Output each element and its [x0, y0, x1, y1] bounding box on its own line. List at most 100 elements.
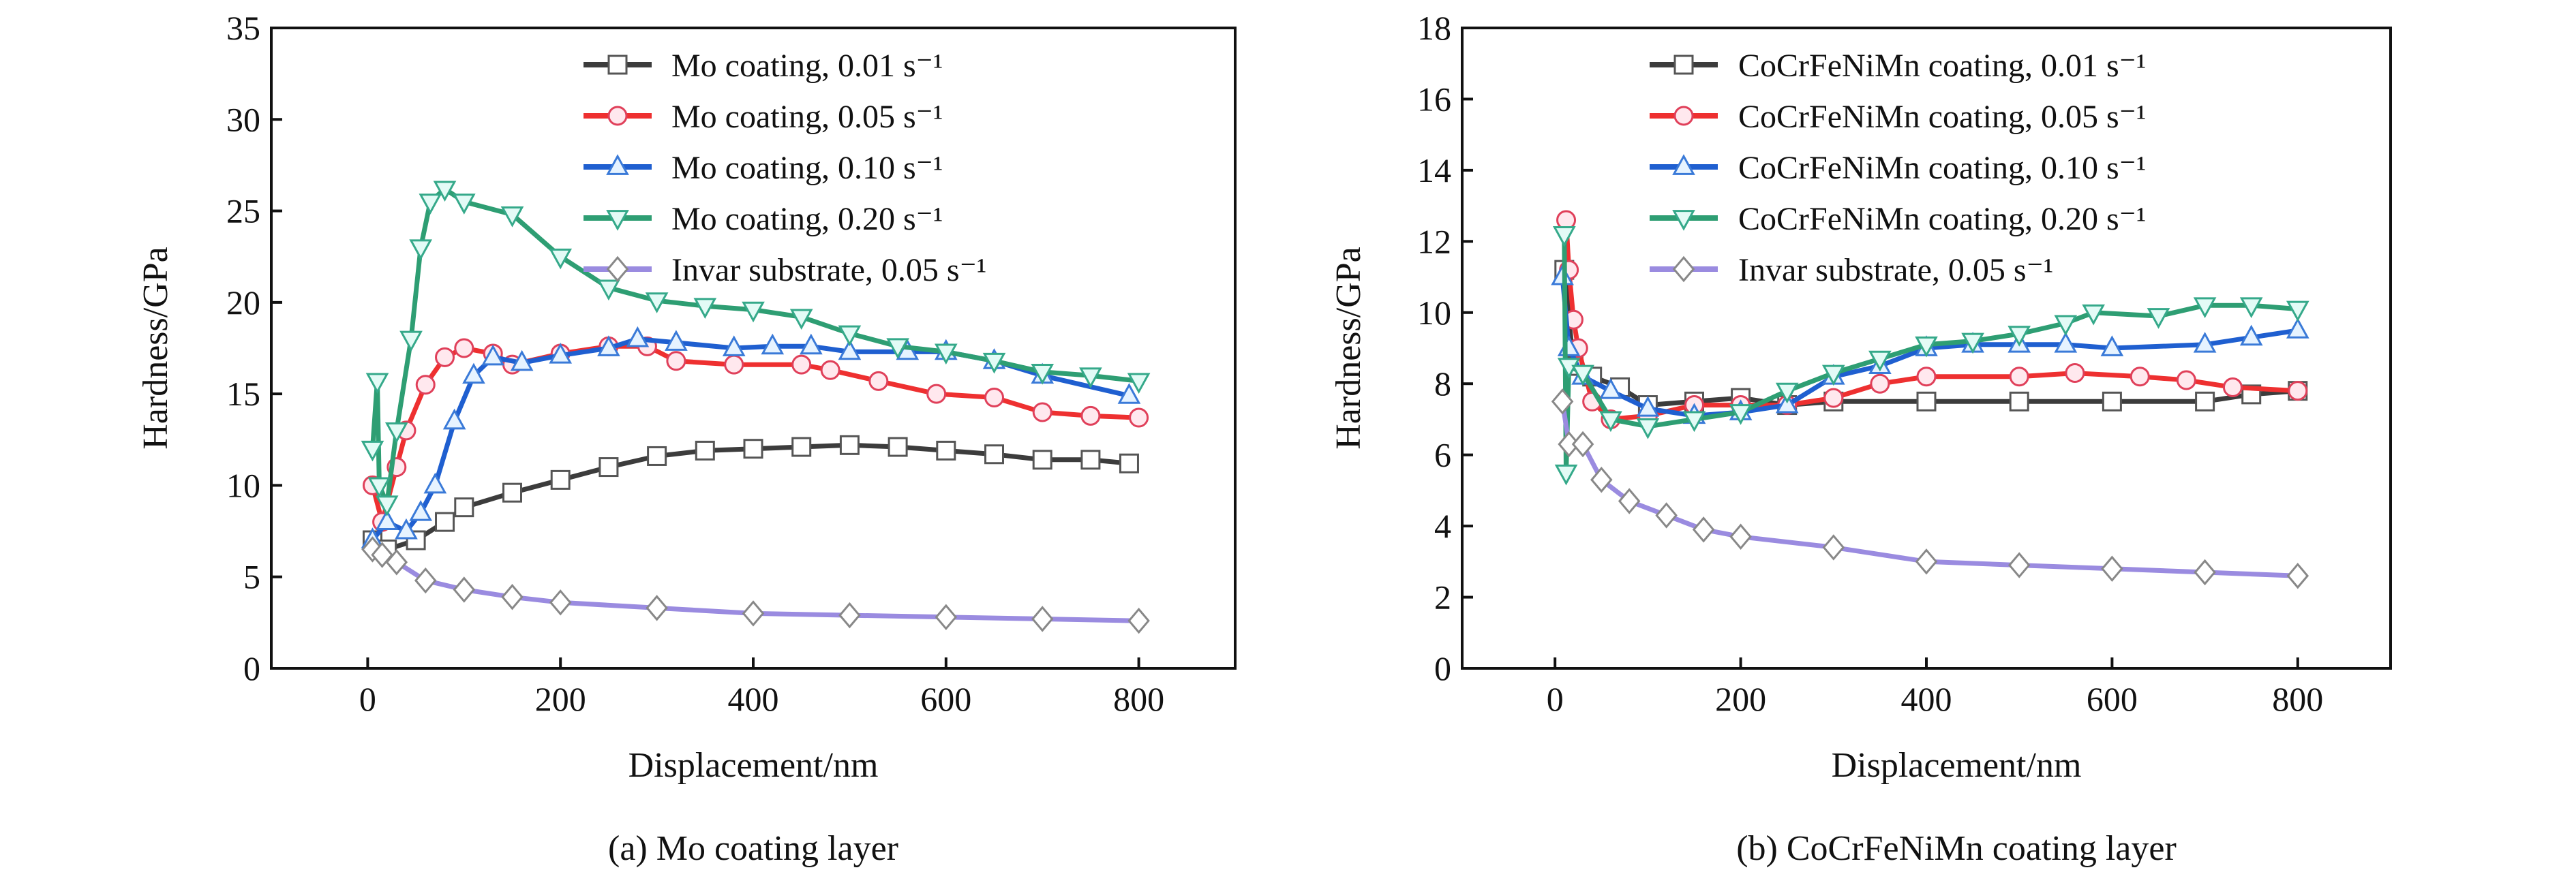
triangle-up-marker: [409, 500, 433, 521]
triangle-up-marker: [1599, 377, 1622, 399]
triangle-down-marker: [2286, 300, 2309, 322]
x-axis-label: Displacement/nm: [628, 746, 879, 785]
circle-marker: [1870, 373, 1890, 394]
diamond-marker: [1127, 607, 1150, 634]
y-tick-label: 2: [1434, 578, 1451, 617]
triangle-down-marker: [1729, 404, 1753, 425]
triangle-up-marker: [722, 335, 746, 356]
triangle-down-marker: [452, 193, 476, 215]
y-tick-label: 30: [226, 100, 260, 138]
y-tick-label: 10: [1417, 294, 1451, 332]
triangle-up-marker: [597, 335, 620, 356]
square-marker: [2009, 391, 2029, 411]
square-marker: [695, 440, 715, 461]
triangle-down-marker: [1127, 373, 1151, 394]
triangle-down-marker: [2007, 326, 2031, 347]
triangle-down-marker: [2147, 308, 2170, 329]
series-line: [370, 186, 1139, 506]
circle-marker: [2222, 377, 2243, 397]
panel-caption: (b) CoCrFeNiMn coating layer: [1736, 829, 2177, 868]
circle-marker: [435, 347, 455, 367]
triangle-down-marker: [2054, 315, 2078, 337]
square-marker: [2195, 391, 2215, 411]
y-tick-label: 12: [1417, 222, 1451, 260]
triangle-down-marker: [2239, 297, 2263, 319]
square-marker: [1673, 55, 1694, 75]
diamond-marker: [1590, 467, 1613, 493]
legend-item: CoCrFeNiMn coating, 0.05 s⁻¹: [1650, 99, 2146, 135]
triangle-up-marker: [606, 154, 629, 175]
diamond-marker: [1729, 523, 1752, 550]
legend-item: Mo coating, 0.05 s⁻¹: [584, 99, 943, 135]
x-axis-label: Displacement/nm: [1832, 746, 2082, 785]
triangle-down-marker: [1599, 411, 1622, 433]
y-tick-label: 5: [243, 558, 260, 596]
diamond-marker: [838, 602, 861, 629]
legend-label: CoCrFeNiMn coating, 0.20 s⁻¹: [1738, 201, 2146, 237]
diamond-marker: [2194, 559, 2216, 586]
series-line: [371, 442, 1130, 552]
legend-label: Invar substrate, 0.05 s⁻¹: [671, 252, 986, 288]
triangle-up-marker: [2193, 332, 2217, 353]
circle-marker: [1129, 407, 1149, 428]
triangle-up-marker: [2100, 335, 2124, 356]
series-line: [1560, 401, 2298, 578]
triangle-down-marker: [742, 301, 765, 323]
x-tick-label: 800: [2272, 680, 2323, 718]
square-marker: [647, 446, 667, 466]
legend-item: CoCrFeNiMn coating, 0.10 s⁻¹: [1650, 150, 2146, 186]
series-diamond: [1551, 388, 2309, 589]
diamond-marker: [414, 567, 437, 594]
triangle-up-marker: [800, 333, 823, 355]
circle-marker: [2009, 367, 2029, 387]
triangle-down-marker: [1821, 364, 1845, 386]
square-marker: [984, 444, 1004, 465]
y-axis-label: Hardness/GPa: [1329, 247, 1368, 450]
y-tick-label: 14: [1417, 151, 1451, 189]
legend-label: Mo coating, 0.05 s⁻¹: [671, 99, 943, 135]
triangle-down-marker: [1672, 210, 1695, 231]
diamond-marker: [2101, 555, 2123, 582]
series-diamond: [361, 536, 1150, 634]
circle-marker: [454, 338, 474, 358]
circle-marker: [1823, 388, 1844, 408]
triangle-down-marker: [1961, 332, 1984, 354]
triangle-up-marker: [442, 408, 466, 430]
series-line: [370, 343, 1139, 525]
legend-label: CoCrFeNiMn coating, 0.01 s⁻¹: [1738, 48, 2146, 84]
series-triangle-up: [361, 326, 1141, 548]
diamond-marker: [385, 549, 408, 576]
triangle-up-marker: [665, 330, 688, 351]
legend-label: CoCrFeNiMn coating, 0.05 s⁻¹: [1738, 99, 2146, 135]
triangle-down-marker: [1552, 226, 1576, 247]
series-line: [1562, 234, 2299, 476]
triangle-down-marker: [399, 330, 423, 352]
y-tick-label: 25: [226, 192, 260, 230]
x-tick-label: 0: [1547, 680, 1564, 718]
square-marker: [550, 469, 571, 490]
triangle-down-marker: [645, 292, 669, 313]
triangle-down-marker: [606, 210, 629, 231]
circle-marker: [2065, 363, 2085, 384]
triangle-up-marker: [510, 349, 534, 371]
diamond-marker: [1915, 548, 1938, 575]
circle-marker: [868, 371, 889, 391]
triangle-up-marker: [462, 362, 485, 384]
square-marker: [435, 512, 455, 532]
triangle-down-marker: [2082, 304, 2105, 326]
triangle-down-marker: [1775, 382, 1799, 404]
diamond-marker: [742, 600, 765, 627]
triangle-up-marker: [423, 472, 447, 494]
triangle-down-marker: [789, 309, 813, 330]
x-tick-label: 600: [920, 680, 971, 718]
triangle-up-marker: [481, 344, 505, 366]
x-tick-label: 400: [1901, 680, 1952, 718]
triangle-down-marker: [1031, 364, 1055, 385]
y-tick-label: 0: [243, 649, 260, 687]
legend: CoCrFeNiMn coating, 0.01 s⁻¹ CoCrFeNiMn c…: [1650, 48, 2146, 288]
circle-marker: [820, 360, 840, 380]
y-tick-label: 0: [1434, 649, 1451, 687]
legend: Mo coating, 0.01 s⁻¹ Mo coating, 0.05 s⁻¹…: [584, 48, 986, 288]
triangle-up-marker: [1672, 154, 1695, 175]
y-tick-label: 8: [1434, 364, 1451, 403]
